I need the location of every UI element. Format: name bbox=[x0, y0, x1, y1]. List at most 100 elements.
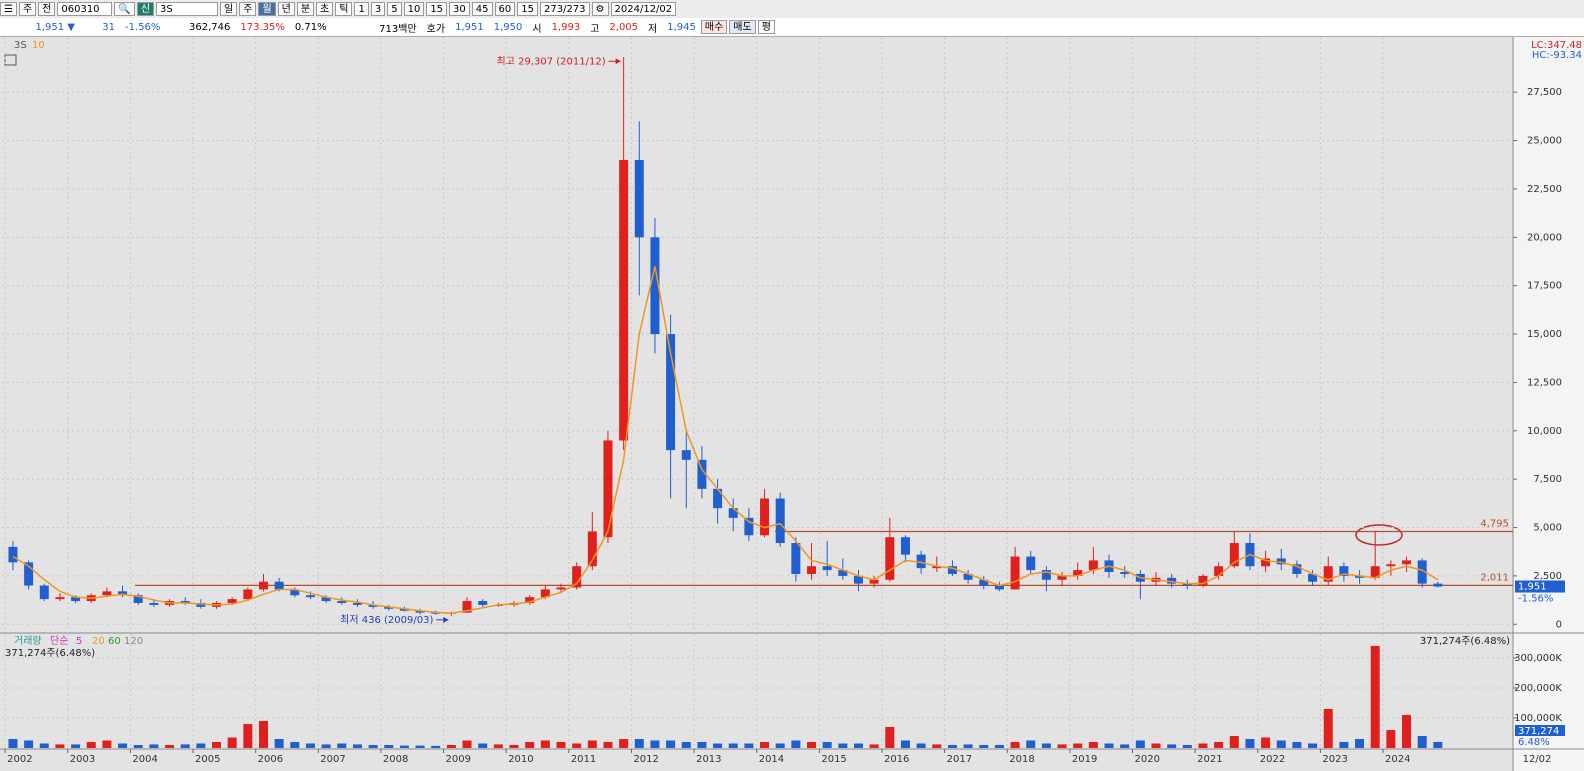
candle-body bbox=[431, 612, 441, 614]
last-change: -1.56% bbox=[1518, 594, 1553, 605]
x-tick-label: 2024 bbox=[1385, 754, 1410, 765]
volume-legend: 120 bbox=[124, 636, 143, 647]
candle-body bbox=[1167, 577, 1177, 584]
menu-button[interactable]: ☰ bbox=[0, 2, 17, 16]
lc-label: LC:347.48 bbox=[1531, 40, 1582, 51]
ma-line bbox=[12, 266, 1439, 614]
x-tick-label: 2005 bbox=[195, 754, 220, 765]
candle-body bbox=[540, 589, 550, 598]
y-tick-label: 300,000K bbox=[1514, 653, 1562, 664]
period-button[interactable]: 월 bbox=[258, 2, 276, 16]
sell-button[interactable]: 매도 bbox=[729, 20, 756, 34]
volume-bar bbox=[368, 744, 378, 748]
volume-bar bbox=[807, 741, 817, 748]
range-input[interactable]: 273/273 bbox=[539, 2, 590, 16]
open-label: 시 bbox=[532, 23, 542, 35]
interval-button[interactable]: 1 bbox=[354, 2, 369, 16]
volume-bar bbox=[994, 744, 1004, 748]
candle-body bbox=[760, 498, 770, 536]
period-button[interactable]: 주 bbox=[239, 2, 257, 16]
candle-body bbox=[1292, 564, 1302, 574]
volume-bar bbox=[1041, 743, 1051, 748]
x-tick-label: 2006 bbox=[258, 754, 283, 765]
all-button[interactable]: 전 bbox=[38, 2, 56, 16]
candle-body bbox=[305, 595, 315, 598]
volume-bar bbox=[1355, 738, 1365, 748]
candle-body bbox=[838, 570, 848, 576]
x-tick-label: 2017 bbox=[947, 754, 972, 765]
volume-bar bbox=[180, 744, 190, 748]
candle-body bbox=[1276, 558, 1286, 565]
candle-body bbox=[1261, 558, 1271, 567]
code-input[interactable]: 060310 bbox=[57, 2, 113, 16]
period-button[interactable]: 일 bbox=[220, 2, 238, 16]
candle-body bbox=[603, 440, 613, 538]
volume-bar bbox=[540, 740, 550, 748]
candle-body bbox=[399, 608, 409, 611]
volume-pct: 6.48% bbox=[1518, 737, 1550, 748]
volume-bar bbox=[102, 740, 112, 748]
volume-bar bbox=[697, 741, 707, 748]
name-input[interactable]: 3S bbox=[156, 2, 219, 16]
volume-bar bbox=[1026, 740, 1036, 748]
period-button[interactable]: 분 bbox=[296, 2, 315, 16]
period-button[interactable]: 년 bbox=[277, 2, 295, 16]
market-select[interactable]: 주 bbox=[18, 2, 37, 16]
y-tick-label: 10,000 bbox=[1527, 426, 1562, 437]
interval-button[interactable]: 5 bbox=[387, 2, 402, 16]
x-tick-label: 2012 bbox=[633, 754, 658, 765]
y-tick-label: 12,500 bbox=[1527, 377, 1562, 388]
count-select[interactable]: 15 bbox=[517, 2, 538, 16]
interval-button[interactable]: 60 bbox=[494, 2, 516, 16]
volume-bar bbox=[1229, 735, 1239, 748]
volume-bar bbox=[979, 744, 989, 748]
candle-body bbox=[180, 601, 190, 603]
candle-body bbox=[1026, 556, 1036, 571]
volume-bar bbox=[165, 744, 175, 748]
volume-bar bbox=[885, 726, 895, 748]
volume-bar bbox=[1276, 740, 1286, 748]
x-tick-label: 2010 bbox=[508, 754, 533, 765]
last-price: 1,951 bbox=[1518, 582, 1547, 593]
x-tick-label: 2021 bbox=[1197, 754, 1222, 765]
volume-bar bbox=[384, 744, 394, 748]
volume-box bbox=[1515, 725, 1565, 736]
candle-body bbox=[1041, 570, 1051, 580]
interval-button[interactable]: 10 bbox=[403, 2, 425, 16]
tool-button[interactable]: ⚙ bbox=[591, 2, 609, 16]
interval-button[interactable]: 15 bbox=[426, 2, 448, 16]
volume-bar bbox=[509, 744, 519, 748]
last-date: 12/02 bbox=[1523, 754, 1552, 765]
chart: 2002 2003 2004 2005 2006 2007 2008 2009 2010 2011… bbox=[0, 37, 1584, 771]
open: 1,993 bbox=[551, 21, 581, 33]
y-tick-label: 15,000 bbox=[1527, 329, 1562, 340]
candle-body bbox=[384, 606, 394, 609]
candle-body bbox=[415, 610, 425, 613]
x-tick-label: 2009 bbox=[446, 754, 471, 765]
period-button[interactable]: 틱 bbox=[335, 2, 353, 16]
interval-button[interactable]: 3 bbox=[370, 2, 386, 16]
volume-bar bbox=[1088, 741, 1098, 748]
y-tick-label: 7,500 bbox=[1533, 474, 1562, 485]
search-button[interactable]: 🔍 bbox=[114, 2, 135, 16]
candle-body bbox=[1323, 566, 1333, 582]
volume-legend: 20 bbox=[92, 636, 105, 647]
avg-button[interactable]: 평 bbox=[757, 20, 775, 34]
volume-bar bbox=[1120, 744, 1130, 748]
highlight-ellipse bbox=[1355, 524, 1403, 546]
candle-body bbox=[697, 459, 707, 489]
interval-button[interactable]: 30 bbox=[449, 2, 470, 16]
volume-bar bbox=[1104, 743, 1114, 748]
buy-button[interactable]: 매수 bbox=[700, 20, 728, 34]
volume-bar bbox=[916, 743, 926, 748]
period-button[interactable]: 초 bbox=[316, 2, 334, 16]
volume-bar bbox=[243, 723, 253, 748]
candle-body bbox=[587, 531, 597, 567]
date-input[interactable]: 2024/12/02 bbox=[610, 2, 677, 16]
candle-body bbox=[994, 585, 1004, 590]
candle-body bbox=[822, 566, 832, 571]
interval-button[interactable]: 45 bbox=[471, 2, 493, 16]
candle-body bbox=[1182, 583, 1192, 586]
volume-bar bbox=[24, 740, 34, 748]
volume-bar bbox=[713, 743, 723, 748]
